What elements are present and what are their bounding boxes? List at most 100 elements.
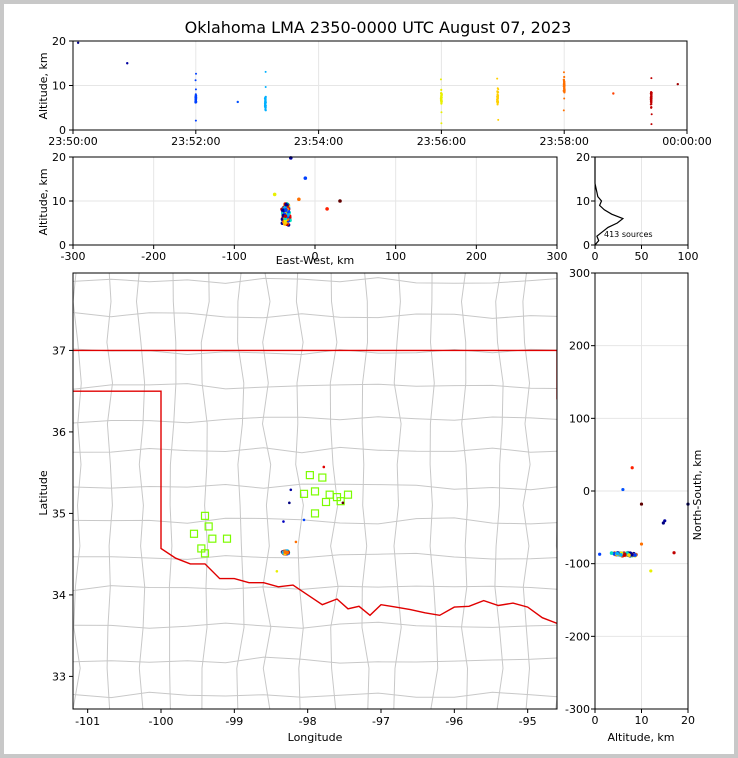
x-tick-label: 0 bbox=[592, 250, 599, 263]
x-tick-label: 23:56:00 bbox=[417, 135, 466, 148]
source-point bbox=[194, 98, 197, 101]
source-point bbox=[563, 97, 566, 100]
source-point bbox=[563, 89, 566, 92]
source-point bbox=[621, 487, 625, 492]
county-border bbox=[106, 273, 114, 709]
source-point bbox=[440, 98, 443, 101]
figure-frame: Oklahoma LMA 2350-0000 UTC August 07, 20… bbox=[4, 4, 734, 754]
county-border bbox=[73, 517, 557, 525]
y-tick-label: 300 bbox=[569, 267, 590, 280]
county-border bbox=[73, 312, 557, 319]
source-point bbox=[650, 100, 653, 104]
source-point bbox=[639, 502, 644, 506]
source-point bbox=[676, 82, 679, 86]
county-border bbox=[73, 691, 557, 699]
y-tick-label: 37 bbox=[52, 344, 66, 357]
source-point bbox=[661, 521, 665, 525]
source-point bbox=[194, 88, 197, 91]
county-border bbox=[261, 273, 272, 709]
source-point bbox=[562, 109, 565, 112]
y-tick-label: 10 bbox=[576, 195, 590, 208]
x-tick-label: -99 bbox=[225, 715, 243, 728]
east-west-ylabel: Altitude, km bbox=[37, 168, 50, 235]
x-tick-label: -98 bbox=[299, 715, 317, 728]
lma-station-marker bbox=[310, 487, 320, 496]
county-border bbox=[73, 483, 557, 491]
source-point bbox=[598, 552, 602, 556]
axes-frame bbox=[594, 272, 689, 710]
y-tick-label: 36 bbox=[52, 426, 66, 439]
y-tick-label: 35 bbox=[52, 507, 66, 520]
county-border bbox=[73, 277, 557, 284]
source-point bbox=[194, 119, 197, 122]
source-point bbox=[439, 97, 442, 100]
source-point bbox=[440, 93, 443, 97]
y-tick-label: 33 bbox=[52, 670, 66, 683]
source-point bbox=[630, 466, 634, 470]
lma-station-marker bbox=[318, 473, 327, 482]
altitude-ns-xlabel: Altitude, km bbox=[607, 731, 674, 744]
county-border bbox=[73, 552, 557, 560]
lma-station-marker bbox=[204, 522, 213, 531]
lma-station-marker bbox=[321, 497, 331, 507]
axes-frame bbox=[72, 40, 688, 131]
source-point bbox=[563, 75, 566, 79]
x-tick-label: 0 bbox=[312, 250, 319, 263]
county-border bbox=[73, 273, 82, 709]
source-point bbox=[650, 123, 653, 126]
source-point bbox=[615, 551, 620, 556]
source-point bbox=[639, 542, 644, 546]
source-point bbox=[650, 91, 653, 94]
source-point bbox=[562, 78, 565, 81]
source-point bbox=[496, 87, 499, 90]
source-point bbox=[264, 103, 267, 107]
lma-station-marker bbox=[310, 509, 320, 518]
x-tick-label: -100 bbox=[149, 715, 174, 728]
source-point bbox=[275, 569, 279, 573]
source-point bbox=[297, 197, 301, 202]
source-point bbox=[194, 101, 197, 104]
altitude-ns-ylabel: North-South, km bbox=[691, 450, 704, 541]
source-point bbox=[272, 192, 277, 197]
source-point bbox=[195, 94, 198, 97]
x-tick-label: -100 bbox=[222, 250, 247, 263]
y-tick-label: 100 bbox=[569, 412, 590, 425]
county-border bbox=[295, 273, 304, 709]
source-point bbox=[496, 90, 499, 94]
y-tick-label: -200 bbox=[565, 630, 590, 643]
lma-station-marker bbox=[200, 549, 210, 558]
source-point bbox=[633, 553, 637, 557]
county-border bbox=[73, 383, 557, 390]
x-tick-label: 10 bbox=[635, 714, 649, 727]
source-point bbox=[440, 122, 443, 125]
source-point bbox=[325, 207, 329, 211]
figure-title: Oklahoma LMA 2350-0000 UTC August 07, 20… bbox=[185, 18, 572, 37]
source-point bbox=[496, 93, 499, 96]
lma-station-marker bbox=[200, 511, 210, 520]
county-border bbox=[73, 446, 557, 454]
y-tick-label: 20 bbox=[52, 151, 66, 164]
axes-frame bbox=[72, 272, 558, 710]
altitude-north-south-panel: 0 10 20 -300 -200 -100 0 100 200 300 bbox=[565, 267, 695, 727]
county-border bbox=[73, 621, 557, 629]
source-point bbox=[439, 78, 442, 81]
x-tick-label: -95 bbox=[519, 715, 537, 728]
time-altitude-ylabel: Altitude, km bbox=[37, 52, 50, 119]
y-tick-label: 10 bbox=[52, 80, 66, 93]
lma-station-marker bbox=[189, 529, 199, 538]
axes-frame bbox=[594, 156, 689, 246]
county-border bbox=[73, 656, 557, 664]
source-point bbox=[496, 98, 499, 101]
y-tick-label: 200 bbox=[569, 340, 590, 353]
source-point bbox=[649, 569, 653, 573]
source-point bbox=[563, 85, 566, 88]
source-point bbox=[649, 97, 653, 100]
lma-station-marker bbox=[343, 490, 353, 499]
lma-figure: Oklahoma LMA 2350-0000 UTC August 07, 20… bbox=[37, 18, 712, 744]
source-point bbox=[281, 208, 286, 213]
county-border bbox=[494, 273, 504, 709]
y-tick-label: 34 bbox=[52, 589, 66, 602]
source-point bbox=[496, 103, 499, 106]
source-point bbox=[303, 176, 308, 180]
x-tick-label: 100 bbox=[678, 250, 699, 263]
